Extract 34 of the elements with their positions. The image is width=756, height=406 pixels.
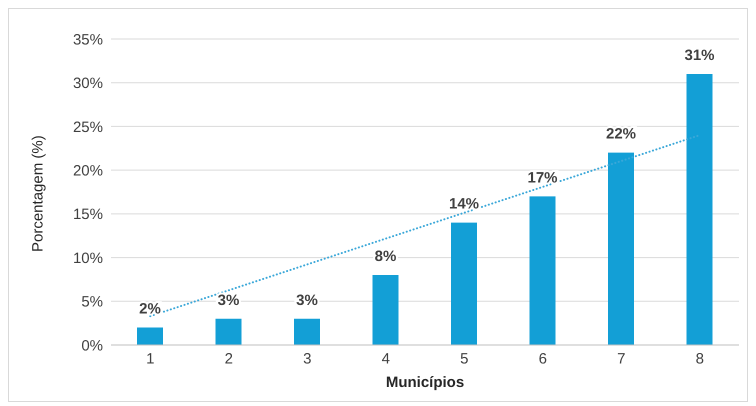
x-tick-label: 1: [146, 350, 154, 368]
x-tick-label: 2: [224, 350, 233, 368]
x-tick-label: 5: [460, 350, 468, 368]
x-tick-label: 6: [538, 350, 547, 368]
data-label: 2%: [139, 300, 161, 318]
y-tick-label: 5%: [81, 294, 103, 311]
data-label: 8%: [374, 248, 396, 266]
y-tick-label: 15%: [72, 206, 103, 224]
bar: [137, 328, 163, 345]
bar: [216, 318, 242, 345]
data-label: 3%: [296, 292, 318, 309]
bar: [686, 74, 712, 345]
bar: [451, 222, 477, 345]
y-tick-label: 0%: [81, 337, 103, 354]
x-axis-title: Municípios: [386, 374, 464, 391]
y-tick-label: 20%: [72, 162, 103, 180]
y-tick-label: 35%: [72, 31, 103, 48]
bar: [372, 275, 398, 345]
x-tick-label: 8: [696, 350, 704, 368]
y-tick-label: 25%: [72, 118, 103, 136]
y-tick-label: 10%: [72, 250, 103, 267]
data-label: 14%: [448, 196, 480, 213]
x-tick-label: 7: [617, 350, 626, 368]
bar: [530, 196, 556, 345]
x-tick-label: 4: [382, 350, 390, 368]
data-label: 17%: [527, 169, 558, 186]
data-label: 22%: [606, 126, 636, 143]
bar: [608, 152, 634, 345]
data-label: 3%: [218, 292, 240, 309]
bar: [294, 318, 320, 345]
y-tick-label: 30%: [72, 75, 103, 92]
data-label: 31%: [684, 46, 715, 64]
y-axis-title: Porcentagem (%): [29, 135, 46, 252]
x-tick-label: 3: [303, 350, 312, 368]
